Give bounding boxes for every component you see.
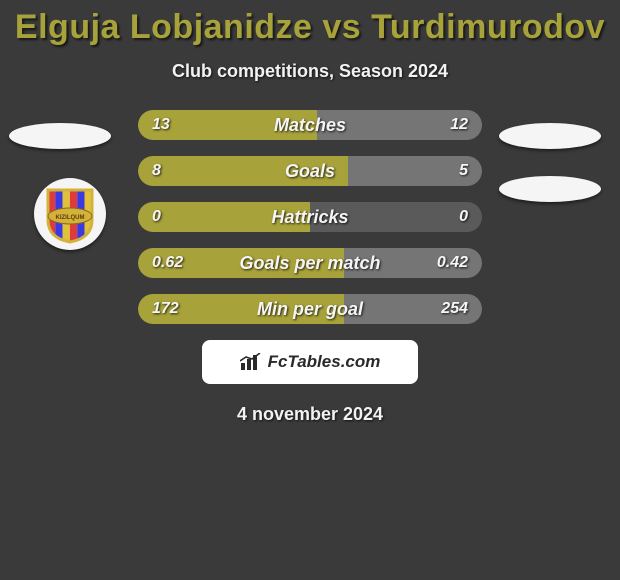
credit-text: FcTables.com [268, 352, 381, 372]
stat-row: 8Goals5 [138, 156, 482, 186]
player-left-marker [9, 123, 111, 149]
stat-label: Goals [138, 156, 482, 186]
stat-row: 13Matches12 [138, 110, 482, 140]
stat-row: 0.62Goals per match0.42 [138, 248, 482, 278]
stat-row: 0Hattricks0 [138, 202, 482, 232]
stat-value-right: 0.42 [437, 248, 468, 278]
stat-row: 172Min per goal254 [138, 294, 482, 324]
credit-badge[interactable]: FcTables.com [202, 340, 418, 384]
stat-value-right: 5 [459, 156, 468, 186]
stat-label: Matches [138, 110, 482, 140]
stat-label: Goals per match [138, 248, 482, 278]
stat-label: Hattricks [138, 202, 482, 232]
comparison-subtitle: Club competitions, Season 2024 [0, 61, 620, 82]
stat-value-right: 0 [459, 202, 468, 232]
snapshot-date: 4 november 2024 [0, 404, 620, 425]
comparison-title: Elguja Lobjanidze vs Turdimurodov [0, 0, 620, 47]
stat-value-right: 254 [441, 294, 468, 324]
stats-list: 13Matches12 8Goals5 0Hattricks0 0.62Goals p… [138, 110, 482, 324]
player-right-marker-2 [499, 176, 601, 202]
stat-label: Min per goal [138, 294, 482, 324]
stat-value-right: 12 [450, 110, 468, 140]
bar-chart-icon [240, 353, 262, 371]
player-right-marker-1 [499, 123, 601, 149]
crest-banner-text: KIZILQUM [56, 215, 85, 221]
club-crest: KIZILQUM [34, 178, 106, 250]
crest-icon: KIZILQUM [42, 184, 98, 244]
